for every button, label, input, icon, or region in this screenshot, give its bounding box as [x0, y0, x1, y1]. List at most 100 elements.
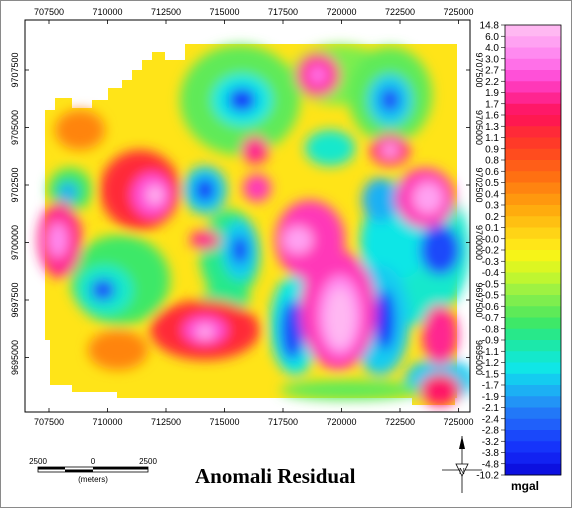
legend-swatch [505, 362, 561, 375]
legend-swatch [505, 137, 561, 150]
x-tick-label-top: 720000 [326, 7, 356, 17]
legend-label: 3.0 [485, 54, 499, 65]
legend-swatch [505, 70, 561, 82]
x-tick-label-bottom: 725000 [443, 417, 473, 427]
x-tick-label-top: 710000 [92, 7, 122, 17]
x-tick-label-top: 715000 [209, 7, 239, 17]
legend-label: -0.5 [482, 279, 500, 290]
north-arrow-icon: N [442, 436, 482, 493]
legend-label: -0.6 [482, 302, 500, 313]
legend-swatch [505, 171, 561, 183]
legend-label: 2.2 [485, 77, 499, 88]
y-tick-label-right: 9702500 [474, 167, 484, 202]
x-tick-label-bottom: 720000 [326, 417, 356, 427]
legend-swatch [505, 452, 561, 465]
legend-swatch [505, 373, 561, 386]
map-title: Anomali Residual [195, 464, 356, 488]
legend-label: 0.2 [485, 212, 499, 223]
y-tick-label-left: 9707500 [10, 52, 20, 87]
legend-label: -0.5 [482, 291, 500, 302]
legend-unit: mgal [511, 479, 539, 493]
legend-swatch [505, 441, 561, 453]
map-border [24, 19, 471, 413]
y-tick-label-left: 9705000 [10, 110, 20, 145]
legend-swatch [505, 115, 561, 127]
scale-unit: (meters) [78, 475, 108, 484]
legend-swatch [505, 148, 561, 161]
legend-swatch [505, 25, 561, 37]
legend-swatch [505, 103, 561, 116]
legend-label: -1.2 [482, 358, 500, 369]
anomaly-fill [38, 45, 470, 406]
x-tick-label-bottom: 715000 [209, 417, 239, 427]
legend-label: -4.8 [482, 459, 500, 470]
y-tick-label-left: 9697500 [10, 282, 20, 317]
legend-label: 0.8 [485, 156, 499, 167]
legend-swatch [505, 92, 561, 105]
y-tick-label-left: 9702500 [10, 167, 20, 202]
legend-label: -0.8 [482, 324, 500, 335]
y-tick-label-left: 9700000 [10, 225, 20, 260]
legend-label: -0.4 [482, 268, 500, 279]
legend-label: -0.3 [482, 257, 500, 268]
scale-bar-segment [65, 469, 93, 472]
x-tick-label-bottom: 717500 [268, 417, 298, 427]
legend-swatch [505, 430, 561, 442]
y-tick-label-right: 9705000 [474, 110, 484, 145]
legend-swatch [505, 351, 561, 363]
legend-label: -1.7 [482, 381, 500, 392]
legend-label: 0.3 [485, 201, 499, 212]
legend-label: -0.9 [482, 336, 500, 347]
legend-swatch [505, 385, 561, 397]
legend-swatch [505, 216, 561, 228]
legend-label: 0.1 [485, 223, 499, 234]
legend-swatch [505, 396, 561, 408]
legend-label: -2.8 [482, 426, 500, 437]
x-tick-label-top: 712500 [151, 7, 181, 17]
y-tick-label-left: 9695000 [10, 340, 20, 375]
x-tick-label-top: 717500 [268, 7, 298, 17]
legend-swatch [505, 463, 561, 476]
legend-swatch [505, 306, 561, 318]
legend-swatch [505, 193, 561, 206]
legend-label: -0.7 [482, 313, 500, 324]
legend-label: -2.1 [482, 403, 500, 414]
legend-label: 0.5 [485, 178, 499, 189]
legend-label: 1.9 [485, 88, 499, 99]
y-tick-label-right: 9695000 [474, 340, 484, 375]
legend-label: 1.3 [485, 122, 499, 133]
legend-swatch [505, 250, 561, 262]
north-label: N [459, 467, 465, 476]
legend-swatch [505, 407, 561, 420]
legend-swatch [505, 283, 561, 296]
scale-label-left: 2500 [29, 457, 47, 466]
legend-label: 2.7 [485, 66, 499, 77]
legend-swatch [505, 36, 561, 48]
legend-swatch [505, 340, 561, 352]
legend-label: 1.7 [485, 99, 499, 110]
legend-label: -0.2 [482, 246, 500, 257]
x-tick-label-top: 722500 [385, 7, 415, 17]
legend-label: 4.0 [485, 43, 499, 54]
legend-label: -3.2 [482, 437, 500, 448]
y-tick-label-right: 9697500 [474, 282, 484, 317]
legend-swatch [505, 182, 561, 195]
x-tick-label-top: 707500 [34, 7, 64, 17]
scale-label-right: 2500 [139, 457, 157, 466]
legend-swatch [505, 238, 561, 251]
y-tick-label-right: 9707500 [474, 52, 484, 87]
x-tick-label-top: 725000 [443, 7, 473, 17]
anomaly-map[interactable]: 707500 710000 712500 715000 717500 720000 7225… [10, 7, 484, 427]
scale-bar: 2500 0 2500 (meters) [29, 457, 157, 484]
legend-swatch [505, 81, 561, 93]
legend-label: -1.9 [482, 392, 500, 403]
x-tick-label-bottom: 722500 [385, 417, 415, 427]
x-tick-label-bottom: 707500 [34, 417, 64, 427]
scale-bar-segment [38, 467, 65, 470]
legend-label: 1.1 [485, 133, 499, 144]
x-tick-label-bottom: 710000 [92, 417, 122, 427]
legend-swatch [505, 205, 561, 217]
legend-label: -1.5 [482, 369, 500, 380]
legend-label: 6.0 [485, 32, 499, 43]
